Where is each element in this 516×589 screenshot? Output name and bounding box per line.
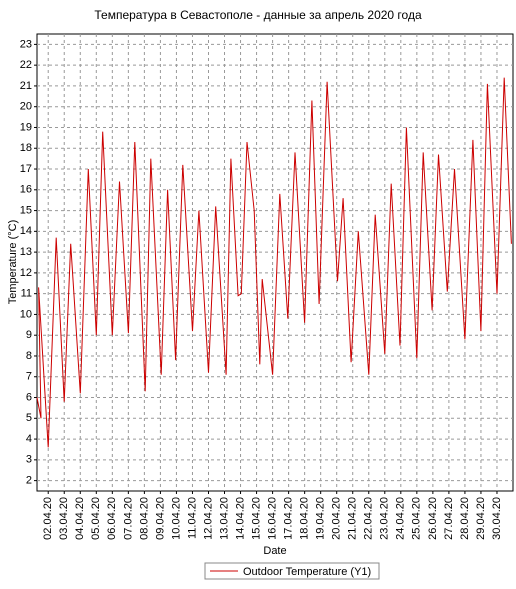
y-tick-label: 13 xyxy=(20,246,32,258)
x-tick-label: 12.04.20 xyxy=(202,497,214,540)
x-tick-label: 26.04.20 xyxy=(427,497,439,540)
y-tick-label: 23 xyxy=(20,38,32,50)
x-tick-label: 05.04.20 xyxy=(90,497,102,540)
y-tick-label: 21 xyxy=(20,80,32,92)
y-tick-label: 16 xyxy=(20,184,32,196)
x-tick-label: 04.04.20 xyxy=(74,497,86,540)
legend-label: Outdoor Temperature (Y1) xyxy=(243,566,371,578)
data-line xyxy=(36,77,512,448)
y-tick-label: 15 xyxy=(20,204,32,216)
x-tick-label: 29.04.20 xyxy=(475,497,487,540)
y-tick-label: 19 xyxy=(20,121,32,133)
y-tick-label: 6 xyxy=(26,391,32,403)
x-tick-label: 21.04.20 xyxy=(347,497,359,540)
x-tick-label: 07.04.20 xyxy=(122,497,134,540)
x-tick-label: 17.04.20 xyxy=(283,497,295,540)
y-tick-label: 4 xyxy=(26,433,32,445)
x-tick-label: 20.04.20 xyxy=(331,497,343,540)
x-tick-label: 30.04.20 xyxy=(491,497,503,540)
x-tick-label: 13.04.20 xyxy=(218,497,230,540)
y-axis-label: Temperature (°C) xyxy=(7,220,19,304)
x-tick-label: 14.04.20 xyxy=(234,497,246,540)
x-tick-label: 28.04.20 xyxy=(459,497,471,540)
x-axis-label: Date xyxy=(263,545,286,557)
y-tick-label: 7 xyxy=(26,371,32,383)
y-tick-label: 2 xyxy=(26,475,32,487)
x-tick-label: 27.04.20 xyxy=(443,497,455,540)
y-tick-label: 14 xyxy=(20,225,32,237)
x-tick-label: 09.04.20 xyxy=(154,497,166,540)
legend-box xyxy=(204,562,380,580)
y-tick-label: 22 xyxy=(20,59,32,71)
y-tick-label: 18 xyxy=(20,142,32,154)
x-tick-label: 11.04.20 xyxy=(186,497,198,539)
y-tick-label: 17 xyxy=(20,163,32,175)
y-tick-label: 9 xyxy=(26,329,32,341)
x-tick-label: 22.04.20 xyxy=(363,497,375,540)
y-tick-label: 12 xyxy=(20,267,32,279)
y-tick-label: 8 xyxy=(26,350,32,362)
x-tick-label: 15.04.20 xyxy=(250,497,262,540)
chart-title: Температура в Севастополе - данные за ап… xyxy=(94,8,422,22)
x-tick-label: 18.04.20 xyxy=(299,497,311,540)
y-tick-label: 10 xyxy=(20,308,32,320)
x-tick-label: 16.04.20 xyxy=(267,497,279,540)
x-tick-label: 19.04.20 xyxy=(315,497,327,540)
x-tick-label: 08.04.20 xyxy=(138,497,150,540)
x-tick-label: 10.04.20 xyxy=(170,497,182,540)
y-tick-label: 3 xyxy=(26,454,32,466)
y-tick-label: 11 xyxy=(21,288,32,300)
x-tick-label: 02.04.20 xyxy=(42,497,54,540)
x-tick-label: 23.04.20 xyxy=(379,497,391,540)
y-tick-label: 20 xyxy=(20,101,32,113)
x-tick-label: 03.04.20 xyxy=(58,497,70,540)
x-tick-label: 25.04.20 xyxy=(411,497,423,540)
x-tick-label: 06.04.20 xyxy=(106,497,118,540)
y-tick-label: 5 xyxy=(26,412,32,424)
x-tick-label: 24.04.20 xyxy=(395,497,407,540)
